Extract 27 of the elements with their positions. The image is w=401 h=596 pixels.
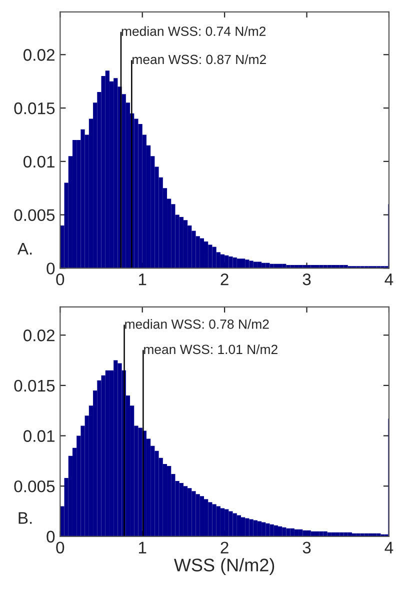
y-tick-label: 0.015: [14, 102, 55, 114]
y-tick-label: 0: [46, 262, 55, 274]
y-tick-label: 0.01: [24, 156, 54, 168]
text: A.: [17, 243, 32, 254]
x-tick-label: 0: [56, 274, 64, 286]
x-tick-label: 1: [138, 274, 146, 286]
y-tick-label: 0: [46, 530, 55, 543]
y-tick-label: 0.015: [14, 380, 55, 392]
y-tick-label: 0.01: [24, 430, 54, 442]
ref-line-label: mean WSS: 1.01 N/m2: [144, 344, 278, 354]
ref-line-label: median WSS: 0.74 N/m2: [122, 26, 266, 36]
x-tick-label: 2: [220, 274, 228, 286]
x-tick-label: 3: [302, 542, 311, 554]
x-tick-label: 4: [384, 542, 394, 554]
x-tick-label: 0: [56, 542, 64, 554]
y-tick-label: 0.02: [24, 330, 54, 342]
x-axis-title: WSS (N/m2): [174, 558, 274, 576]
x-tick-label: 2: [220, 542, 228, 554]
x-tick-label: 3: [302, 274, 311, 286]
x-tick-label: 1: [138, 542, 146, 554]
y-tick-label: 0.005: [14, 209, 55, 222]
ref-line-label: median WSS: 0.78 N/m2: [125, 319, 269, 329]
text: B.: [18, 512, 32, 524]
x-tick-label: 4: [384, 274, 394, 286]
y-tick-label: 0.005: [14, 480, 55, 492]
ref-line-label: mean WSS: 0.87 N/m2: [132, 54, 266, 64]
y-tick-label: 0.02: [24, 49, 54, 61]
